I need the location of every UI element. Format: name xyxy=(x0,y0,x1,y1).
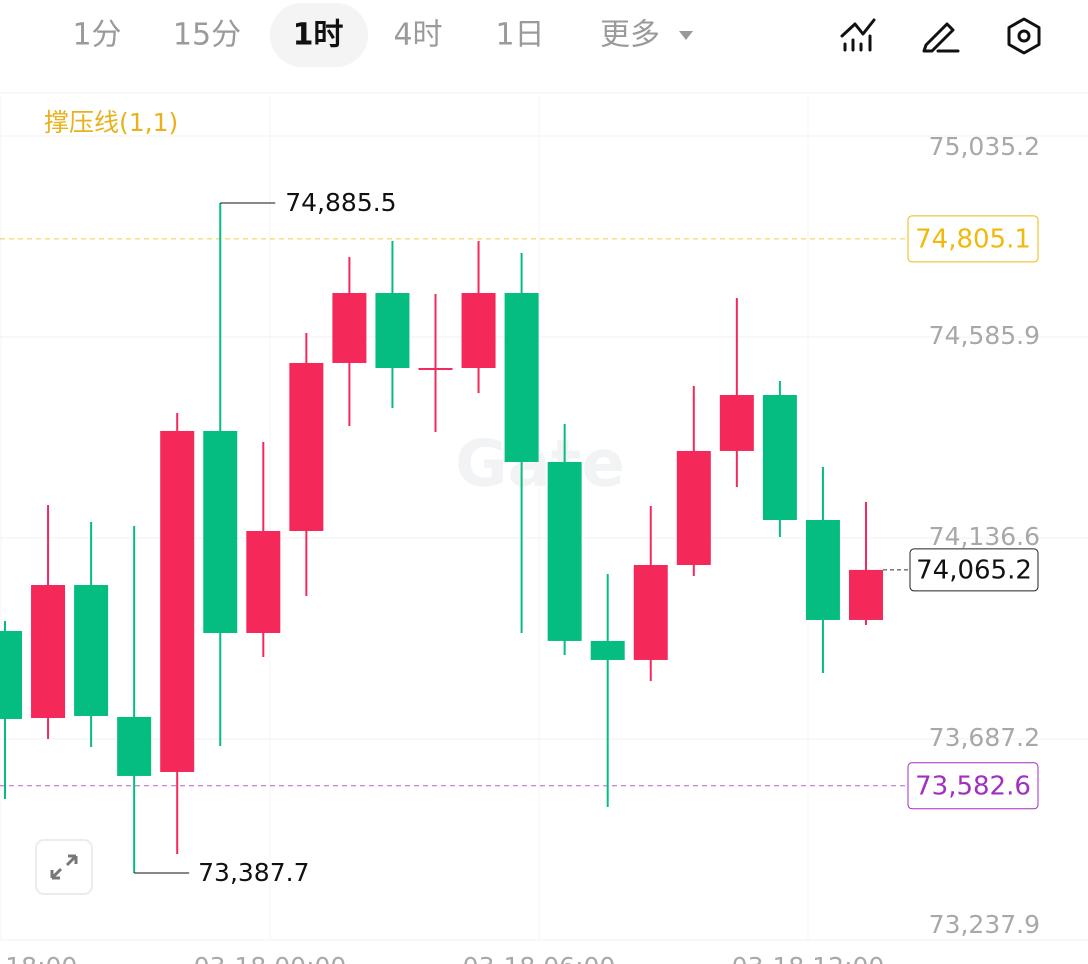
support-tag xyxy=(907,762,1039,810)
settings-icon[interactable] xyxy=(1007,17,1041,55)
candle-body xyxy=(160,430,195,772)
candle-body xyxy=(117,716,152,776)
y-tick-label: 73,687.2 xyxy=(929,723,1040,752)
x-tick-label: 03-18 12:00 xyxy=(732,952,885,964)
candle-body xyxy=(332,293,367,363)
candle-body xyxy=(0,630,22,719)
last-price-label: 74,065.2 xyxy=(916,555,1032,585)
candle-body xyxy=(504,293,539,462)
last-price-tag xyxy=(909,548,1039,592)
indicator-icon[interactable] xyxy=(840,18,876,52)
toolbar-icons xyxy=(840,17,1041,55)
draw-icon[interactable] xyxy=(922,22,960,53)
timeframe-tab[interactable]: 1分 xyxy=(72,18,121,53)
y-tick-label: 74,136.6 xyxy=(929,522,1040,551)
x-tick-label: 03-17 18:00 xyxy=(0,952,77,964)
resistance-tag xyxy=(907,215,1039,263)
timeframe-tab[interactable]: 15分 xyxy=(173,18,241,53)
timeframe-tab[interactable]: 1日 xyxy=(495,18,544,53)
x-tick-label: 03-18 06:00 xyxy=(463,952,616,964)
candle-body xyxy=(246,530,281,633)
high-label: 74,885.5 xyxy=(285,188,396,217)
candle-body xyxy=(676,450,711,565)
candle-body xyxy=(762,395,797,520)
expand-box[interactable] xyxy=(35,839,93,895)
active-tab-bg xyxy=(270,3,368,67)
more-arrow[interactable] xyxy=(679,31,693,40)
candle-body xyxy=(289,362,324,531)
candle-body xyxy=(547,461,582,641)
candle-body xyxy=(375,293,410,368)
timeframe-tab[interactable]: 4时 xyxy=(393,18,442,53)
candle-body xyxy=(203,430,238,633)
candle-body xyxy=(590,640,625,660)
expand-icon[interactable] xyxy=(50,854,78,880)
y-tick-label: 74,585.9 xyxy=(929,321,1040,350)
indicator-label: 撑压线(1,1) xyxy=(44,108,178,137)
y-tick-label: 75,035.2 xyxy=(929,132,1040,161)
y-tick-label: 73,237.9 xyxy=(929,910,1040,939)
candle-body xyxy=(418,367,453,370)
low-label: 73,387.7 xyxy=(198,858,309,887)
candle-body xyxy=(31,584,66,718)
timeframe-tab[interactable]: 更多 xyxy=(600,18,660,53)
candle-body xyxy=(805,519,840,620)
watermark: Gate xyxy=(455,428,625,502)
timeframe-tab[interactable]: 1时 xyxy=(293,18,344,53)
candle-body xyxy=(719,395,754,451)
expand-button[interactable] xyxy=(35,839,93,895)
resistance-label: 74,805.1 xyxy=(915,224,1031,254)
candle-body xyxy=(849,569,883,620)
background-layer: Gate xyxy=(0,96,1088,941)
candle-body xyxy=(461,293,496,368)
x-tick-label: 03-18 00:00 xyxy=(194,952,347,964)
support-label: 73,582.6 xyxy=(915,771,1031,801)
candle-body xyxy=(633,564,668,660)
candle-body xyxy=(74,584,109,716)
